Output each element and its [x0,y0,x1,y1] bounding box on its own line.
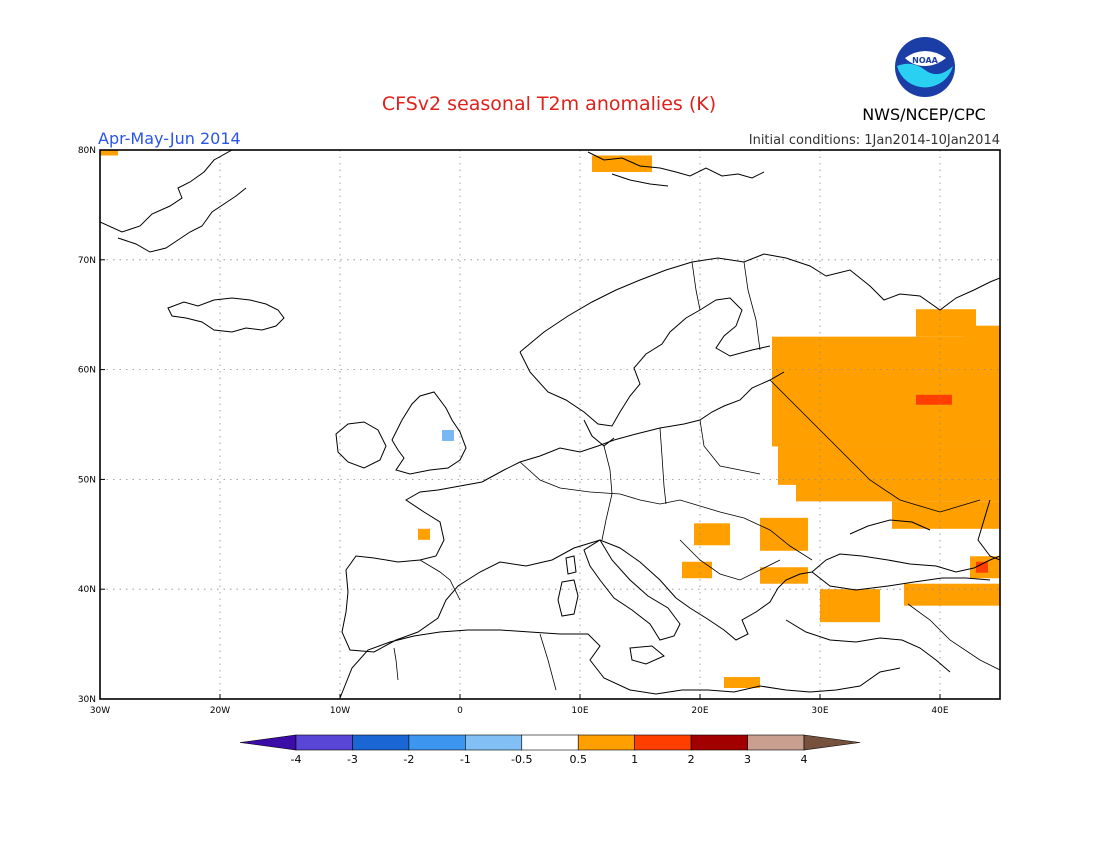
anomaly-region-3 [778,446,832,485]
anomaly-region-17 [916,394,952,405]
anomaly-region-0 [772,336,1000,447]
coast-black-sea [811,519,1000,591]
coast-svalbard [587,151,765,187]
colorbar-bin-2 [352,734,410,751]
coast-corsica [565,555,577,575]
lon-tick-label: 10E [571,706,588,716]
lat-tick-label: 80N [78,146,96,156]
colorbar-bin-1 [295,734,353,751]
axis-ticks: 30W 20W 10W 0 10E 20E 30E 40E 30N 40N 50N 60N 70N 80N [78,146,949,716]
colorbar-label: 1 [631,753,638,766]
anomaly-region-11 [820,589,880,623]
anomaly-region-18 [976,561,988,573]
coast-caspian [977,499,1000,561]
colorbar-bin-3 [408,734,466,751]
colorbar-label: 4 [801,753,808,766]
lon-tick-label: 20W [210,706,230,716]
noaa-logo: NOAA [895,37,955,97]
map-frame [99,149,1001,700]
colorbar-label: -4 [291,753,302,766]
colorbar-bin-4 [465,734,523,751]
colorbar-bin-0 [239,734,297,751]
colorbar-label: 3 [744,753,751,766]
colorbar-label: 0.5 [569,753,587,766]
colorbar-bin-5 [521,734,579,751]
lon-tick-label: 30W [90,706,110,716]
colorbar-bin-10 [803,734,861,751]
country-borders [393,261,1000,691]
coast-iceland [167,297,285,333]
coast-greenland [100,150,247,253]
coast-italy [583,539,681,641]
colorbar-label: -2 [403,753,414,766]
lat-tick-label: 70N [78,256,96,266]
lon-tick-label: 30E [811,706,828,716]
figure-title: CFSv2 seasonal T2m anomalies (K) [382,93,716,115]
coast-balkans [675,571,813,641]
noaa-logo-text: NOAA [912,56,938,65]
coast-white-sea [825,269,1000,311]
coast-sardinia [557,579,579,617]
anomaly-region-7 [760,517,808,551]
anomaly-region-2 [892,501,1000,529]
anomaly-region-16 [100,150,118,156]
anomaly-region-8 [694,523,730,546]
initial-conditions-label: Initial conditions: 1Jan2014-10Jan2014 [749,133,1000,148]
coast-north-africa [339,629,901,699]
colorbar-label: 2 [688,753,695,766]
colorbar-bin-6 [577,734,635,751]
colorbar-label: -1 [460,753,471,766]
lat-tick-label: 50N [78,475,96,485]
anomaly-layer [100,150,1000,689]
period-label: Apr-May-Jun 2014 [98,129,241,148]
lon-tick-label: 40E [931,706,948,716]
coast-ireland [335,421,387,469]
coast-western-europe [341,439,677,653]
lat-tick-label: 30N [78,695,96,705]
lon-tick-label: 20E [691,706,708,716]
anomaly-region-15 [418,528,430,540]
anomaly-region-12 [904,583,1000,606]
lat-tick-label: 60N [78,366,96,376]
colorbar-bin-8 [690,734,748,751]
colorbar-label: -0.5 [511,753,532,766]
colorbar-bin-9 [747,734,805,751]
colorbar-bin-7 [634,734,692,751]
lon-tick-label: 0 [457,706,463,716]
anomaly-region-9 [682,561,712,579]
coast-scandinavia [519,253,827,427]
anomaly-region-5 [964,325,1000,343]
coastlines [100,150,1000,699]
coast-britain [391,391,467,475]
lat-tick-label: 40N [78,585,96,595]
colorbar: -4 -3 -2 -1 -0.5 0.5 1 2 3 4 [239,734,861,766]
colorbar-label: -3 [347,753,358,766]
anomaly-region-10 [760,567,808,584]
lon-tick-label: 10W [330,706,350,716]
anomaly-region-14 [724,677,760,689]
coast-baltic-south [613,371,785,441]
agency-label: NWS/NCEP/CPC [862,105,986,124]
coast-turkey-south [785,619,951,673]
coast-sicily [629,645,665,665]
anomaly-region-19 [442,429,454,441]
graticule [100,150,1000,699]
